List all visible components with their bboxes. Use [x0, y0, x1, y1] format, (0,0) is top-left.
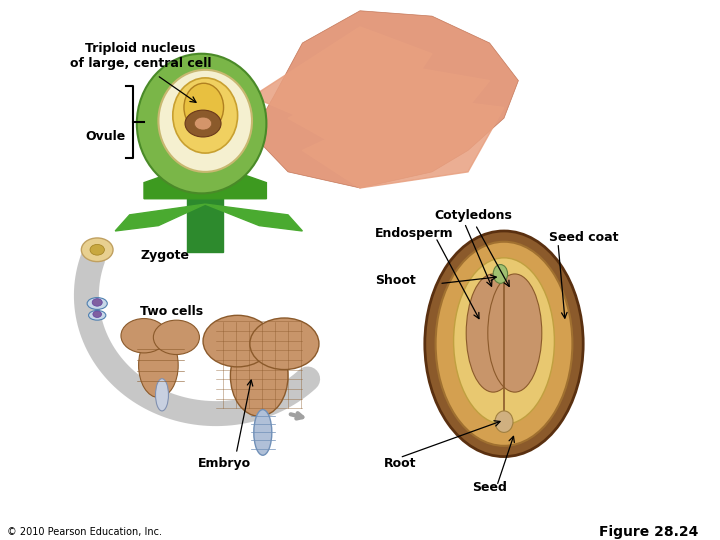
Ellipse shape: [254, 409, 272, 455]
Text: Cotyledons: Cotyledons: [435, 210, 513, 222]
Text: Two cells: Two cells: [140, 305, 204, 318]
Circle shape: [121, 319, 167, 353]
Circle shape: [250, 318, 319, 369]
Text: Figure 28.24: Figure 28.24: [599, 525, 698, 539]
Circle shape: [93, 311, 102, 318]
Ellipse shape: [138, 333, 179, 397]
Polygon shape: [205, 204, 302, 231]
Circle shape: [81, 238, 113, 261]
Ellipse shape: [493, 265, 508, 284]
Polygon shape: [252, 27, 432, 118]
Ellipse shape: [488, 274, 541, 392]
Text: © 2010 Pearson Education, Inc.: © 2010 Pearson Education, Inc.: [7, 527, 162, 537]
Text: Ovule: Ovule: [85, 131, 125, 144]
Polygon shape: [187, 183, 223, 253]
Text: Seed coat: Seed coat: [549, 231, 618, 244]
Circle shape: [153, 320, 199, 355]
Ellipse shape: [495, 411, 513, 433]
Circle shape: [185, 110, 221, 137]
Circle shape: [92, 299, 102, 306]
Ellipse shape: [230, 336, 288, 416]
Polygon shape: [288, 64, 490, 151]
Text: Zygote: Zygote: [140, 248, 189, 262]
Polygon shape: [144, 161, 266, 199]
Ellipse shape: [425, 231, 583, 457]
Text: Embryo: Embryo: [198, 456, 251, 470]
Ellipse shape: [137, 53, 266, 193]
Ellipse shape: [89, 310, 106, 320]
Ellipse shape: [436, 242, 572, 446]
Text: Triploid nucleus
of large, central cell: Triploid nucleus of large, central cell: [70, 43, 211, 70]
Circle shape: [203, 315, 272, 367]
Text: Root: Root: [384, 456, 416, 470]
Polygon shape: [302, 97, 504, 188]
Text: Endosperm: Endosperm: [374, 227, 454, 240]
Ellipse shape: [156, 379, 168, 411]
Ellipse shape: [87, 298, 107, 309]
Ellipse shape: [173, 78, 238, 153]
Text: Seed: Seed: [472, 481, 507, 494]
Ellipse shape: [158, 70, 252, 172]
Circle shape: [194, 117, 212, 130]
Polygon shape: [115, 204, 205, 231]
Ellipse shape: [454, 258, 554, 424]
Polygon shape: [252, 11, 518, 188]
Text: Shoot: Shoot: [375, 274, 416, 287]
Circle shape: [90, 245, 104, 255]
Ellipse shape: [467, 274, 521, 392]
Ellipse shape: [184, 83, 223, 132]
